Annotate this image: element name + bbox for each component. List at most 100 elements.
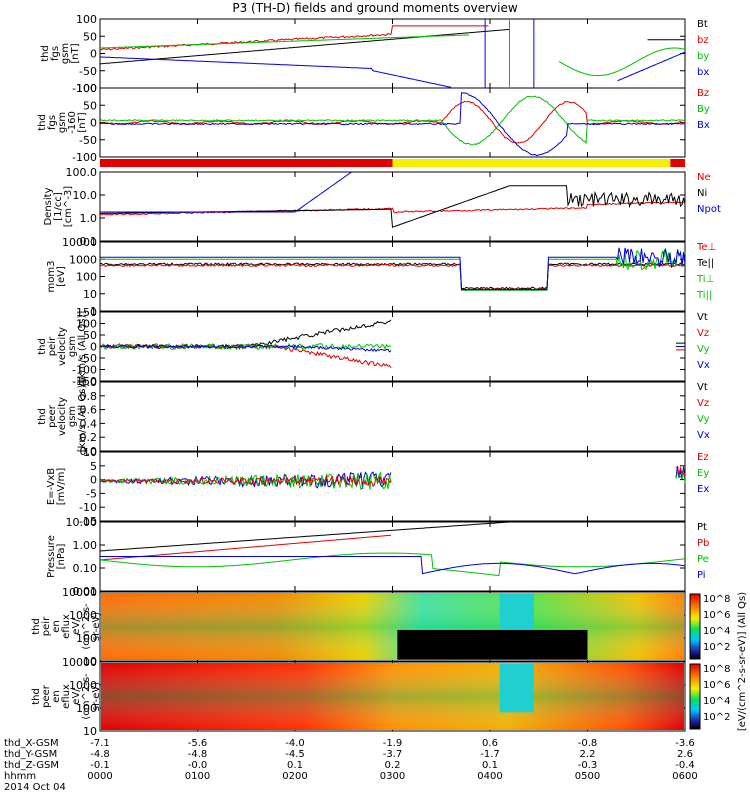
x-tick-value: 2.6 — [677, 749, 693, 760]
y-tick-label: 50 — [83, 329, 97, 342]
legend-entry: Bt — [697, 19, 708, 30]
y-axis-label-line: Pressure — [46, 535, 57, 578]
trace-vx — [99, 344, 685, 353]
y-tick-label: 100 — [76, 702, 97, 715]
y-tick-label: 0 — [90, 48, 97, 61]
legend-entry: Ne — [697, 172, 711, 183]
legend-entry: Ex — [697, 484, 709, 495]
y-tick-label: 100 — [76, 318, 97, 331]
y-tick-label: 100 — [76, 82, 97, 95]
y-tick-label: 5 — [90, 460, 97, 473]
y-axis-label-line: peer — [47, 404, 58, 428]
trace-tepar — [99, 262, 686, 290]
y-axis-label-line: velocity — [57, 327, 68, 366]
y-tick-label: 1.0 — [80, 212, 98, 225]
panel-frame — [99, 87, 686, 158]
legend-entry: Vy — [697, 414, 710, 425]
legend-entry: Pb — [697, 538, 709, 549]
y-tick-label: 0.10 — [73, 562, 98, 575]
x-tick-value: -3.6 — [675, 738, 695, 749]
panel-3: 100.0 10.0 1.0 0.1 Density[1/cc][cm^-3] Ne Ni N… — [43, 166, 721, 248]
y-tick-label: 0.1 — [80, 235, 98, 248]
legend-entry: by — [697, 51, 709, 62]
y-tick-label: 1.0 — [80, 376, 98, 389]
panel-frame — [99, 451, 686, 522]
colorbar-tick-label: 10^6 — [703, 680, 730, 691]
y-tick-label: 0 — [90, 341, 97, 354]
legend-entry: Bx — [697, 120, 710, 131]
trace-npot — [100, 171, 353, 213]
colorbar-tick-label: 10^8 — [703, 664, 730, 675]
y-tick-label: 10000 — [62, 236, 97, 249]
trace-ne — [99, 201, 686, 216]
x-tick-value: 0200 — [282, 771, 308, 782]
y-axis-label-line: peir — [47, 336, 58, 356]
y-axis-label-line: thd — [37, 408, 48, 425]
spectrogram-shade — [101, 663, 684, 730]
x-tick-value: 0000 — [87, 771, 113, 782]
overview-chart: 100500-50-100thdfgsgsm[nT]Btbzbybx100500… — [31, 13, 748, 738]
y-axis-label: Pressure[nPa] — [46, 535, 67, 578]
y-axis-label-line: gsm — [67, 336, 78, 357]
y-axis-label-line: peir — [41, 616, 52, 636]
legend-entry: Vz — [697, 328, 709, 339]
legend-entry: bx — [697, 67, 709, 78]
y-axis-label-line: [nT] — [70, 43, 81, 63]
x-tick-value: -4.0 — [285, 738, 305, 749]
legend-entry: Vz — [697, 398, 709, 409]
y-tick-label: -100 — [72, 82, 97, 95]
y-tick-label: 10 — [83, 725, 97, 738]
x-tick-value: 0.6 — [482, 738, 498, 749]
y-tick-label: -5 — [86, 487, 97, 500]
y-axis-label-line: eflux — [61, 614, 72, 639]
y-tick-label: 100.0 — [66, 166, 98, 179]
y-tick-label: -100 — [72, 364, 97, 377]
x-tick-value: 2.2 — [579, 749, 596, 760]
x-tick-value: 0100 — [184, 771, 211, 782]
trace-ti — [100, 248, 686, 291]
x-tick-value: -1.9 — [382, 738, 403, 749]
y-axis-label-line: [km/s (All Qs)] — [77, 311, 88, 383]
x-tick-value: -0.1 — [90, 760, 110, 771]
legend-entry: Npot — [697, 204, 721, 215]
trace-pi — [100, 556, 686, 575]
legend-entry: Ey — [697, 468, 709, 479]
y-tick-label: 1000 — [69, 253, 97, 266]
x-tick-value: -7.1 — [90, 738, 110, 749]
y-axis-label-line: E=-VxB — [46, 468, 57, 505]
x-tick-value: -4.5 — [285, 749, 305, 760]
y-axis-label-line: sr-eV) — [91, 682, 102, 711]
y-axis-label: Density[1/cc][cm^-3] — [43, 186, 74, 227]
y-axis-label: thdpeirenefluxeV/(cm^2-s-sr-eV) — [31, 603, 102, 650]
y-tick-label: 0 — [90, 474, 97, 487]
y-axis-label: thdpeervelocitygsm[km/s (All Qs)] — [37, 381, 88, 453]
y-tick-label: 1 — [90, 305, 97, 318]
spectrogram-dropout — [397, 629, 588, 660]
y-axis-label-line: en — [51, 690, 62, 703]
panel-6: 1.00.80.60.40.20.0thdpeervelocitygsm[km/… — [37, 376, 710, 458]
trace-pt — [99, 521, 685, 552]
y-axis-label-line: eV/ — [71, 618, 82, 635]
y-axis-label-line: -160 — [67, 111, 78, 134]
status-bar-yellow — [392, 159, 671, 167]
y-tick-label: 0.8 — [80, 390, 98, 403]
y-tick-label: 10 — [83, 446, 97, 459]
y-axis-label-line: sr-eV) — [91, 612, 102, 641]
y-axis-label: thdpeerenefluxeV/(cm^2-s-sr-eV) — [31, 673, 102, 720]
panel-1: 100 50 0 -50 -100 thdfgsgsm[nT] Bt bz by bx — [40, 13, 709, 95]
y-axis-label-line: [1/cc] — [53, 192, 64, 221]
colorbar-tick-label: 10^4 — [703, 626, 730, 637]
legend-entry: Vx — [697, 360, 710, 371]
trace-ti-b — [100, 247, 686, 291]
y-tick-label: -50 — [79, 134, 97, 147]
colorbar-tick-label: 10^6 — [703, 610, 730, 621]
y-tick-label: 10.00 — [66, 516, 98, 529]
legend-entry: Ti|| — [696, 290, 712, 301]
status-bar-red-end — [670, 159, 685, 167]
y-axis-label-line: thd — [40, 45, 51, 62]
x-tick-value: -0.3 — [577, 760, 598, 771]
x-row-label: thd_Y-GSM — [4, 749, 58, 760]
legend-entry: Te|| — [696, 258, 714, 269]
legend-entry: Pi — [697, 570, 706, 581]
